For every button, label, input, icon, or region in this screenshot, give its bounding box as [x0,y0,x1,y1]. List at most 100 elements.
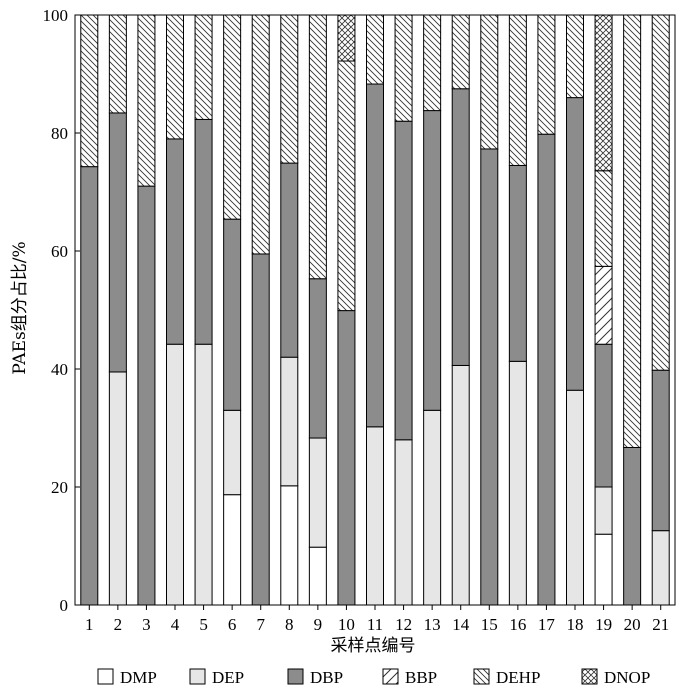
bars-layer [80,14,670,606]
x-axis-title: 采样点编号 [331,636,416,656]
bar-segment-dbp-14 [451,88,470,366]
bar-segment-dbp-1 [80,166,99,606]
bar-segment-dep-13 [423,409,442,606]
legend-swatch-dep [189,668,206,685]
bar-segment-dehp-4 [166,14,184,140]
x-tick-label: 14 [452,615,470,634]
bar-segment-dehp-8 [280,14,299,164]
bar-segment-dbp-2 [108,112,127,373]
x-tick-label: 13 [424,615,441,634]
bar-segment-dehp-18 [566,14,584,99]
bar-segment-dep-21 [651,530,670,606]
y-tick-label: 40 [51,360,68,379]
bar-segment-dep-12 [394,439,413,606]
bar-segment-dehp-20 [623,14,642,448]
bar-segment-dehp-11 [366,14,384,85]
x-tick-label: 18 [567,615,584,634]
bar-segment-dehp-1 [80,14,99,168]
bar-segment-dehp-5 [194,14,213,120]
bar-segment-dbp-17 [537,133,556,606]
x-tick-label: 7 [256,615,265,634]
legend-label-bbp: BBP [405,668,437,687]
bar-segment-dehp-10 [337,60,356,312]
labels-layer: 1 2 3 4 5 6 7 8 9 10 11 12 13 14 15 16 17 18 19 20 210204060… [43,6,670,634]
bar-segment-dep-6 [223,409,242,496]
legend-swatch-dnop [581,668,598,685]
y-tick-label: 0 [60,596,69,615]
x-tick-label: 16 [509,615,526,634]
x-tick-label: 11 [367,615,383,634]
bar-segment-dbp-7 [251,253,270,606]
legend-label-dnop: DNOP [604,668,650,687]
bar-segment-dnop-10 [337,14,356,62]
bar-segment-dehp-12 [394,14,413,122]
bar-segment-dbp-16 [508,164,527,362]
bar-segment-dep-5 [194,343,213,606]
bar-segment-dbp-6 [223,218,242,411]
x-tick-label: 9 [314,615,323,634]
bar-segment-dmp-9 [308,546,327,606]
bar-segment-dehp-6 [223,14,242,220]
plot-frame [74,14,676,606]
legend-item-dnop: DNOP [581,668,650,687]
bar-segment-dbp-13 [423,110,442,411]
y-tick-label: 80 [51,124,68,143]
bar-segment-bbp-19 [594,265,613,345]
bar-segment-dbp-18 [566,97,584,391]
bar-segment-dehp-2 [108,14,127,114]
bar-segment-dbp-5 [194,118,213,345]
x-tick-label: 4 [171,615,180,634]
legend-swatch-dbp [287,668,304,685]
legend-item-bbp: BBP [382,668,437,687]
x-tick-label: 2 [114,615,123,634]
bar-segment-dbp-12 [394,120,413,441]
y-tick-label: 100 [43,6,69,25]
y-axis-title: PAEs组分占比/% [10,241,30,374]
legend-label-dep: DEP [212,668,244,687]
x-tick-label: 20 [624,615,641,634]
legend-swatch-bbp [382,668,399,685]
bar-segment-dbp-20 [623,446,642,606]
legend-item-dep: DEP [189,668,244,687]
bar-segment-dep-14 [451,364,470,606]
legend-swatch-dmp [97,668,114,685]
bar-segment-dbp-21 [651,369,670,532]
bar-segment-dehp-15 [480,14,499,150]
legend-item-dbp: DBP [287,668,343,687]
bar-segment-dep-16 [508,360,527,606]
x-tick-label: 19 [595,615,612,634]
bar-segment-dep-11 [366,426,384,606]
y-tick-label: 60 [51,242,68,261]
bar-segment-dehp-14 [451,14,470,90]
bar-segment-dehp-19 [594,170,613,267]
bar-segment-dbp-4 [166,138,184,345]
x-tick-label: 15 [481,615,498,634]
bar-segment-dehp-13 [423,14,442,112]
bar-segment-dbp-10 [337,310,356,606]
x-tick-label: 12 [395,615,412,634]
bar-segment-dehp-7 [251,14,270,255]
axes-layer [74,14,676,610]
bar-segment-dehp-21 [651,14,670,371]
x-tick-label: 21 [652,615,669,634]
bar-segment-dnop-19 [594,14,613,172]
bar-segment-dmp-8 [280,485,299,606]
x-tick-label: 6 [228,615,237,634]
x-tick-label: 3 [142,615,151,634]
legend-label-dmp: DMP [120,668,157,687]
bar-segment-dehp-9 [308,14,327,280]
legend-label-dbp: DBP [310,668,343,687]
bar-segment-dbp-3 [137,185,156,606]
bar-segment-dmp-6 [223,494,242,606]
bar-segment-dehp-16 [508,14,527,166]
bar-segment-dehp-17 [537,14,556,135]
legend-item-dehp: DEHP [473,668,540,687]
legend-swatch-dehp [473,668,490,685]
x-tick-label: 5 [199,615,208,634]
x-tick-label: 10 [338,615,355,634]
x-tick-label: 1 [85,615,94,634]
bar-segment-dep-4 [166,343,184,606]
bar-segment-dep-9 [308,437,327,548]
x-tick-label: 17 [538,615,556,634]
